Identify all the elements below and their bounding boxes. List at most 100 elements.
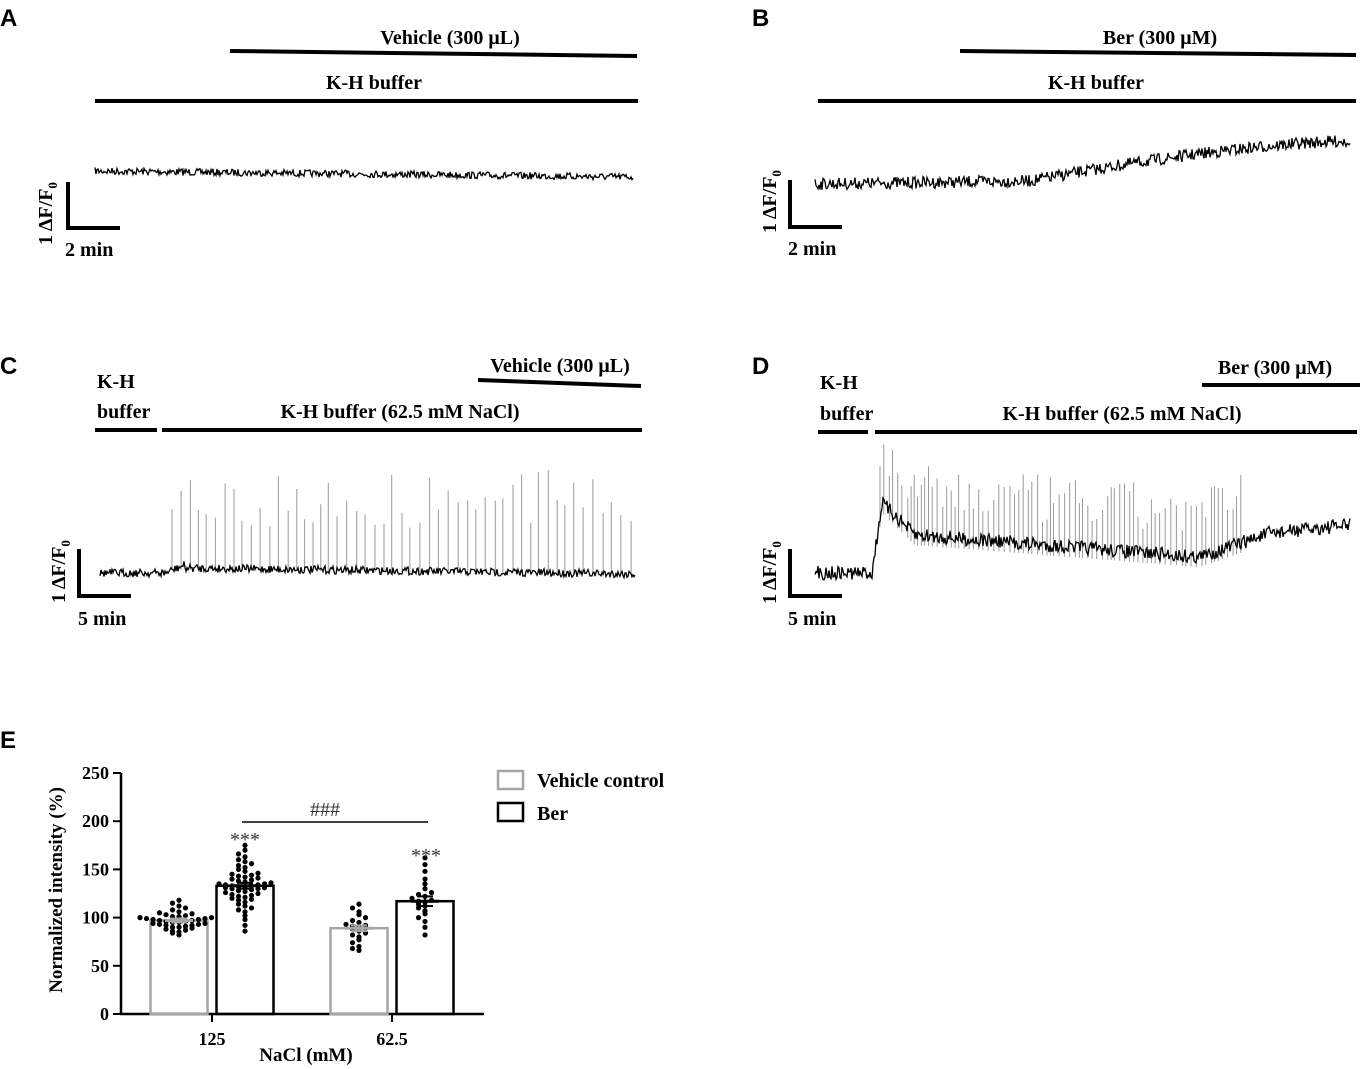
panel-b-ber-label: Ber (300 μM) <box>1103 27 1217 49</box>
panel-c-kh-label-1: K-H <box>97 371 135 393</box>
panel-e-data-point <box>242 874 248 880</box>
panel-e-data-point <box>163 922 169 928</box>
panel-e-data-point <box>202 915 208 922</box>
panel-c-vehicle-bar <box>477 378 642 388</box>
panel-e-data-point <box>242 922 248 928</box>
panel-e-data-point <box>242 859 248 865</box>
panel-e-data-point <box>248 892 255 899</box>
panel-e-data-point <box>182 905 189 911</box>
panel-e-data-point <box>242 847 248 853</box>
panel-e-data-point <box>356 947 362 953</box>
panel-e-data-point <box>349 932 356 938</box>
panel-e-data-point <box>242 868 248 874</box>
panel-e-y-axis-label: Normalized intensity (%) <box>46 787 67 993</box>
panel-b-scale-bar: 1 ΔF/F0 2 min <box>759 170 842 260</box>
panel-c-scale-bar: 1 ΔF/F0 5 min <box>48 540 131 630</box>
panel-e-data-point <box>150 916 156 923</box>
panel-e-data-point <box>143 915 150 922</box>
panel-e-data-point <box>189 911 195 917</box>
panel-e-data-point <box>195 921 202 927</box>
panel-e-data-point <box>356 909 362 915</box>
panel-e-data-point <box>235 862 242 869</box>
panel-e-data-point <box>235 901 242 907</box>
panel-e-data-point <box>422 876 428 882</box>
panel-e-data-point <box>242 916 248 923</box>
panel-e-data-point <box>422 881 428 887</box>
panel-a-letter: A <box>0 5 17 32</box>
panel-e-data-point <box>163 912 169 918</box>
panel-e-data-point <box>428 889 435 896</box>
panel-b-kh-label: K-H buffer <box>1048 72 1144 94</box>
panel-e-y-tick-label: 50 <box>91 956 109 976</box>
panel-e-x-tick-label: 125 <box>199 1029 226 1049</box>
panel-e-data-point <box>356 919 362 926</box>
panel-e-letter: E <box>0 727 16 754</box>
panel-e-data-point <box>137 915 143 921</box>
panel-e-data-point <box>229 895 235 901</box>
panel-d-scale-y-label: 1 ΔF/F0 <box>759 541 784 604</box>
panel-c-scale-y-label: 1 ΔF/F0 <box>48 540 73 603</box>
panel-e-y-tick-label: 150 <box>82 859 109 879</box>
panel-d-lowna-label: K-H buffer (62.5 mM NaCl) <box>1002 403 1241 425</box>
panel-e-data-point <box>229 871 235 877</box>
panel-d-kh-label-2: buffer <box>820 403 873 425</box>
panel-e-data-point <box>415 915 422 921</box>
panel-c-vehicle-label: Vehicle (300 μL) <box>490 355 629 377</box>
legend-ber-swatch <box>496 801 525 823</box>
panel-e-data-point <box>356 943 362 950</box>
panel-d-spikes <box>879 444 1242 567</box>
panel-e-data-point <box>169 907 176 913</box>
panel-e-sig-between: ### <box>310 799 340 821</box>
panel-e-data-point <box>195 916 202 923</box>
panel-e-data-point <box>261 885 268 891</box>
panel-a-scale-x-label: 2 min <box>65 239 113 261</box>
panel-c-trace <box>99 561 636 580</box>
panel-e-data-point <box>222 889 229 896</box>
panel-e-data-point <box>248 905 255 911</box>
panel-e-data-point <box>362 915 369 921</box>
panel-e-data-point <box>349 940 356 946</box>
panel-a-scale-bar: 1 ΔF/F0 2 min <box>35 182 120 261</box>
panel-c-scale-x-label: 5 min <box>78 608 126 630</box>
panel-d-scale-bar: 1 ΔF/F0 5 min <box>759 541 842 630</box>
panel-e-x-axis-label: NaCl (mM) <box>259 1045 352 1066</box>
panel-e-data-point <box>163 926 169 932</box>
panel-e: E 0 50 100 150 200 250 125 62.5 Normalized inte… <box>0 727 665 1066</box>
panel-e-data-point <box>242 913 248 919</box>
panel-e-data-point <box>422 908 428 914</box>
panel-e-sig-ber-125: *** <box>230 829 260 851</box>
panel-b: B Ber (300 μM) K-H buffer 1 ΔF/F0 2 min <box>752 5 1357 260</box>
panel-a-kh-label: K-H buffer <box>326 72 422 94</box>
panel-e-data-point <box>242 864 248 871</box>
panel-e-data-point <box>248 861 255 867</box>
panel-e-data-point <box>255 875 261 881</box>
panel-a-scale-bar-lines <box>66 182 120 230</box>
panel-e-data-point <box>356 901 362 907</box>
panel-d-ber-label: Ber (300 μM) <box>1218 357 1332 379</box>
panel-e-data-point <box>235 897 242 903</box>
panel-d: D Ber (300 μM) K-H buffer K-H buffer (62… <box>752 353 1360 630</box>
panel-b-trace <box>814 135 1351 191</box>
panel-e-data-point <box>242 928 248 934</box>
panel-e-data-point <box>189 922 195 928</box>
panel-c-letter: C <box>0 353 17 380</box>
panel-e-data-point <box>242 894 248 900</box>
panel-e-data-point <box>169 900 176 906</box>
panel-e-data-point <box>235 893 242 899</box>
panel-e-y-tick-label: 250 <box>82 763 109 783</box>
panel-e-data-point <box>208 915 215 921</box>
panel-e-data-point <box>169 924 176 930</box>
panel-e-data-point <box>176 924 182 930</box>
panel-e-data-point <box>248 877 255 883</box>
panel-e-data-point <box>235 857 242 863</box>
panel-e-data-point <box>229 891 235 898</box>
panel-e-data-point <box>261 881 268 887</box>
panel-e-data-point <box>248 872 255 878</box>
panel-d-kh-label-1: K-H <box>820 372 858 394</box>
panel-e-data-point <box>150 920 156 926</box>
panel-b-scale-bar-lines <box>788 180 842 229</box>
panel-b-scale-y-label: 1 ΔF/F0 <box>759 170 784 233</box>
panel-e-data-point <box>235 866 242 873</box>
panel-a-scale-y-label: 1 ΔF/F0 <box>35 182 60 245</box>
panel-e-y-tick-label: 200 <box>82 811 109 831</box>
